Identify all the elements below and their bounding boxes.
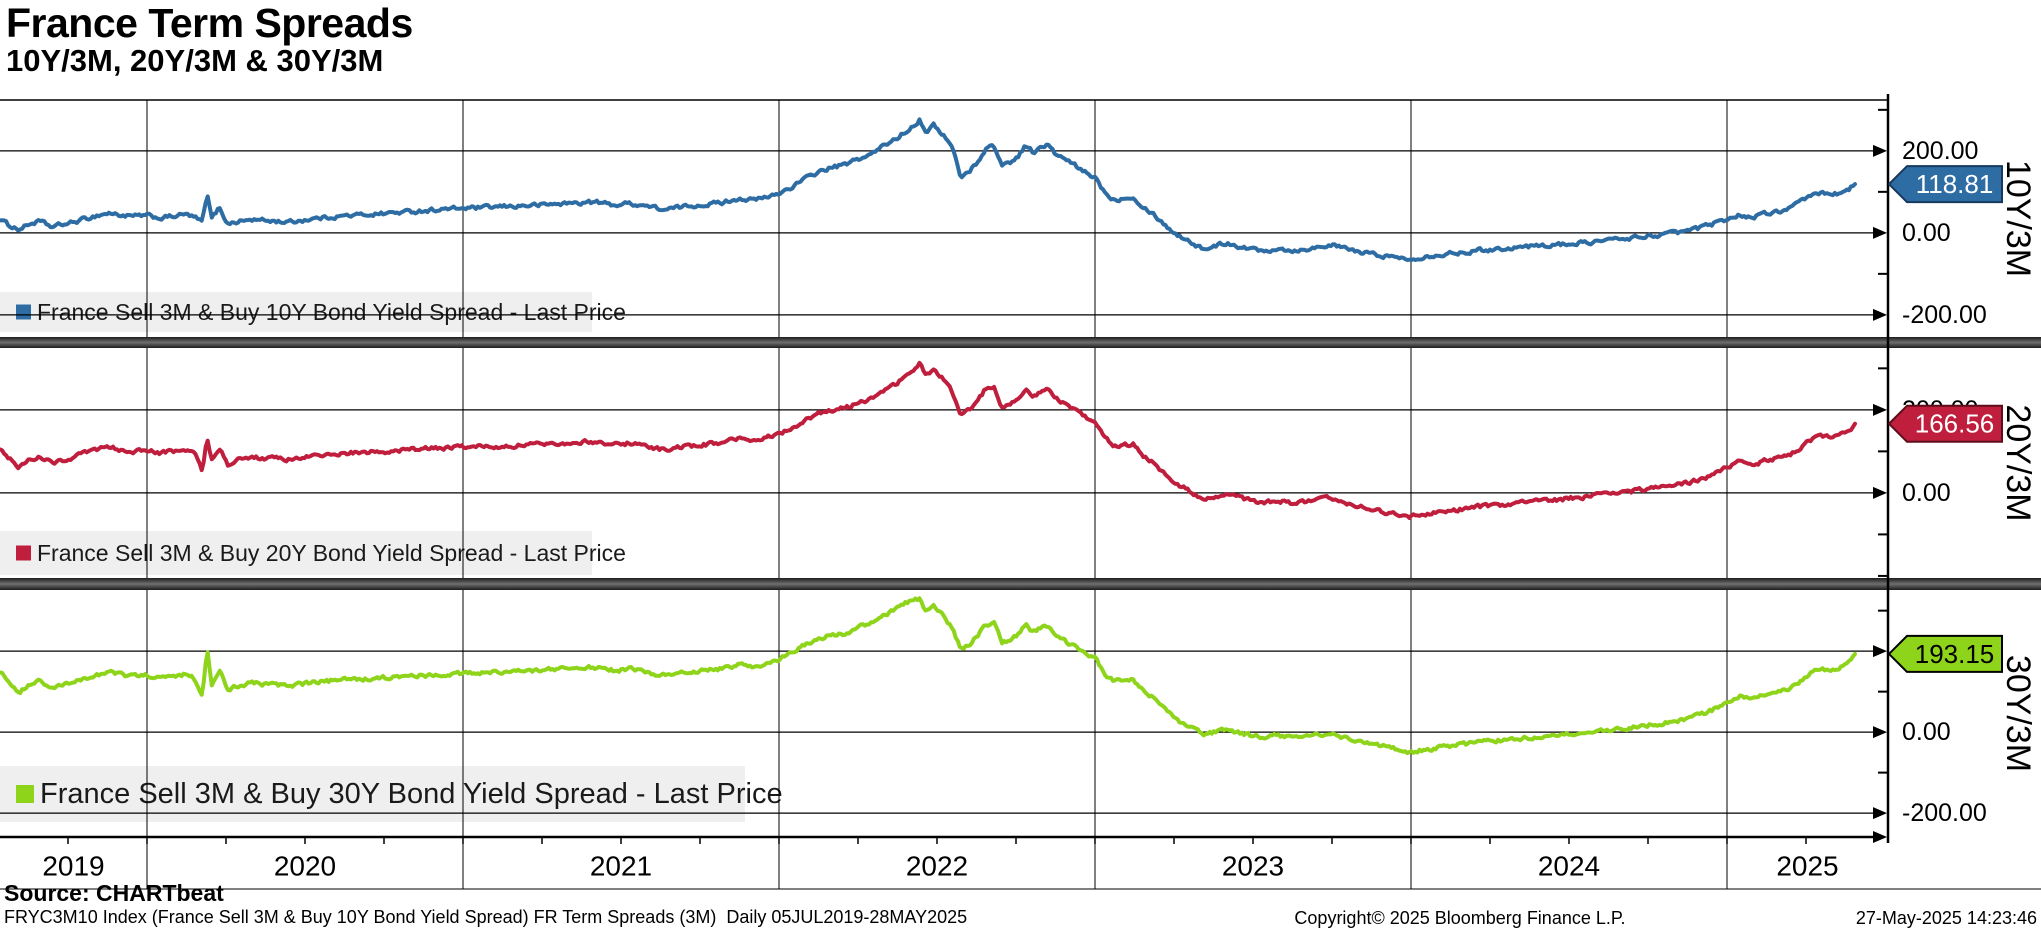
price-tag-20y3m: 166.56 — [1887, 404, 2003, 443]
gridline-arrow-icon — [1873, 144, 1887, 157]
price-tag-30y3m: 193.15 — [1887, 634, 2003, 673]
panel-axis-label-30y3m: 30Y/3M — [1999, 655, 2037, 772]
legend-20y3m: France Sell 3M & Buy 20Y Bond Yield Spre… — [0, 531, 626, 575]
x-year-label-2020: 2020 — [274, 851, 336, 882]
y-tick-label-10y3m: 200.00 — [1902, 137, 1978, 165]
gridline-arrow-icon — [1873, 308, 1887, 321]
series-30y3m — [0, 596, 1857, 756]
x-year-label-2022: 2022 — [906, 851, 968, 882]
price-tag-label-20y3m: 166.56 — [1915, 409, 1995, 439]
legend-10y3m: France Sell 3M & Buy 10Y Bond Yield Spre… — [0, 292, 626, 332]
footer-timestamp-label: 27-May-2025 14:23:46 — [1855, 908, 2037, 928]
y-tick-label-10y3m: -200.00 — [1902, 301, 1987, 329]
series-line-10y3m — [0, 117, 1857, 262]
x-year-label-2021: 2021 — [590, 851, 652, 882]
source-label: Source: CHARTbeat — [4, 880, 224, 906]
legend-marker-30y3m — [16, 785, 34, 803]
x-year-label-2024: 2024 — [1538, 851, 1600, 882]
bottom-axis-arrow-icon — [1873, 831, 1887, 843]
panel-separator — [0, 337, 2041, 348]
chart-subtitle: 10Y/3M, 20Y/3M & 30Y/3M — [6, 43, 384, 78]
gridline-arrow-icon — [1873, 403, 1887, 416]
legend-marker-10y3m — [16, 304, 31, 320]
gridline-arrow-icon — [1873, 486, 1887, 499]
gridline-arrow-icon — [1873, 726, 1887, 739]
gridline-arrow-icon — [1873, 645, 1887, 658]
legend-marker-20y3m — [16, 545, 31, 561]
gridline-arrow-icon — [1873, 226, 1887, 239]
x-year-label-2019: 2019 — [42, 851, 104, 882]
gridline-arrow-icon — [1873, 807, 1887, 820]
price-tag-label-10y3m: 118.81 — [1916, 169, 1994, 199]
panel-axis-label-10y3m: 10Y/3M — [1999, 160, 2037, 277]
price-tag-10y3m: 118.81 — [1887, 165, 2003, 204]
price-tag-label-30y3m: 193.15 — [1915, 639, 1995, 669]
panel-separator — [0, 578, 2041, 590]
panel-axis-label-20y3m: 20Y/3M — [1999, 404, 2037, 521]
series-20y3m — [0, 360, 1857, 520]
footer-copyright-label: Copyright© 2025 Bloomberg Finance L.P. — [1294, 908, 1626, 928]
legend-label-20y3m: France Sell 3M & Buy 20Y Bond Yield Spre… — [37, 540, 626, 566]
y-tick-label-10y3m: 0.00 — [1902, 219, 1951, 247]
footer-index-label: FRYC3M10 Index (France Sell 3M & Buy 10Y… — [4, 907, 968, 927]
legend-label-30y3m: France Sell 3M & Buy 30Y Bond Yield Spre… — [40, 778, 783, 810]
series-10y3m — [0, 117, 1857, 262]
y-tick-label-20y3m: 0.00 — [1902, 479, 1951, 507]
series-line-20y3m — [0, 360, 1857, 520]
legend-label-10y3m: France Sell 3M & Buy 10Y Bond Yield Spre… — [37, 299, 626, 325]
series-line-30y3m — [0, 596, 1857, 756]
y-tick-label-30y3m: 0.00 — [1902, 718, 1951, 746]
y-tick-label-30y3m: -200.00 — [1902, 799, 1987, 827]
chart-title: France Term Spreads — [6, 0, 413, 46]
x-year-label-2023: 2023 — [1222, 851, 1284, 882]
x-year-label-2025: 2025 — [1776, 851, 1838, 882]
